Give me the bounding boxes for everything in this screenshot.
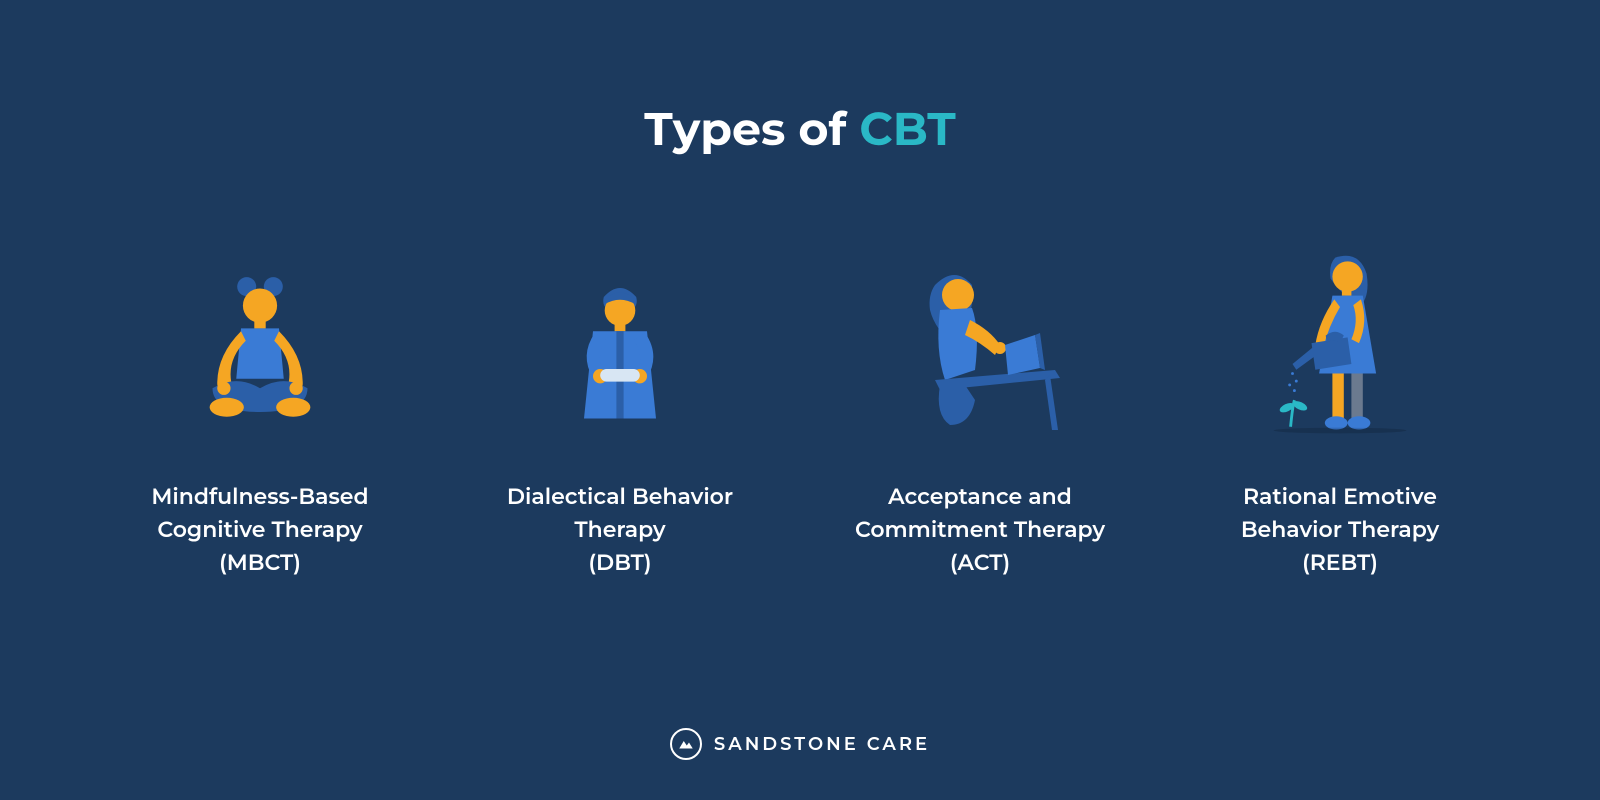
desk-icon [870, 230, 1090, 450]
item-rebt: Rational Emotive Behavior Therapy (REBT) [1180, 230, 1500, 579]
watering-icon [1230, 230, 1450, 450]
item-label: Mindfulness-Based Cognitive Therapy (MBC… [151, 480, 368, 579]
title-prefix: Types of [644, 100, 859, 157]
item-label: Rational Emotive Behavior Therapy (REBT) [1241, 480, 1439, 579]
page-title: Types of CBT [0, 100, 1600, 157]
brand-name: SANDSTONE CARE [714, 733, 930, 755]
item-dbt: Dialectical Behavior Therapy (DBT) [460, 230, 780, 579]
item-label: Acceptance and Commitment Therapy (ACT) [855, 480, 1105, 579]
meditation-icon [150, 230, 370, 450]
footer: SANDSTONE CARE [0, 728, 1600, 760]
items-row: Mindfulness-Based Cognitive Therapy (MBC… [0, 230, 1600, 579]
item-mbct: Mindfulness-Based Cognitive Therapy (MBC… [100, 230, 420, 579]
item-label: Dialectical Behavior Therapy (DBT) [507, 480, 733, 579]
item-act: Acceptance and Commitment Therapy (ACT) [820, 230, 1140, 579]
gaming-icon [510, 230, 730, 450]
title-accent: CBT [859, 100, 955, 157]
brand-logo-icon [670, 728, 702, 760]
